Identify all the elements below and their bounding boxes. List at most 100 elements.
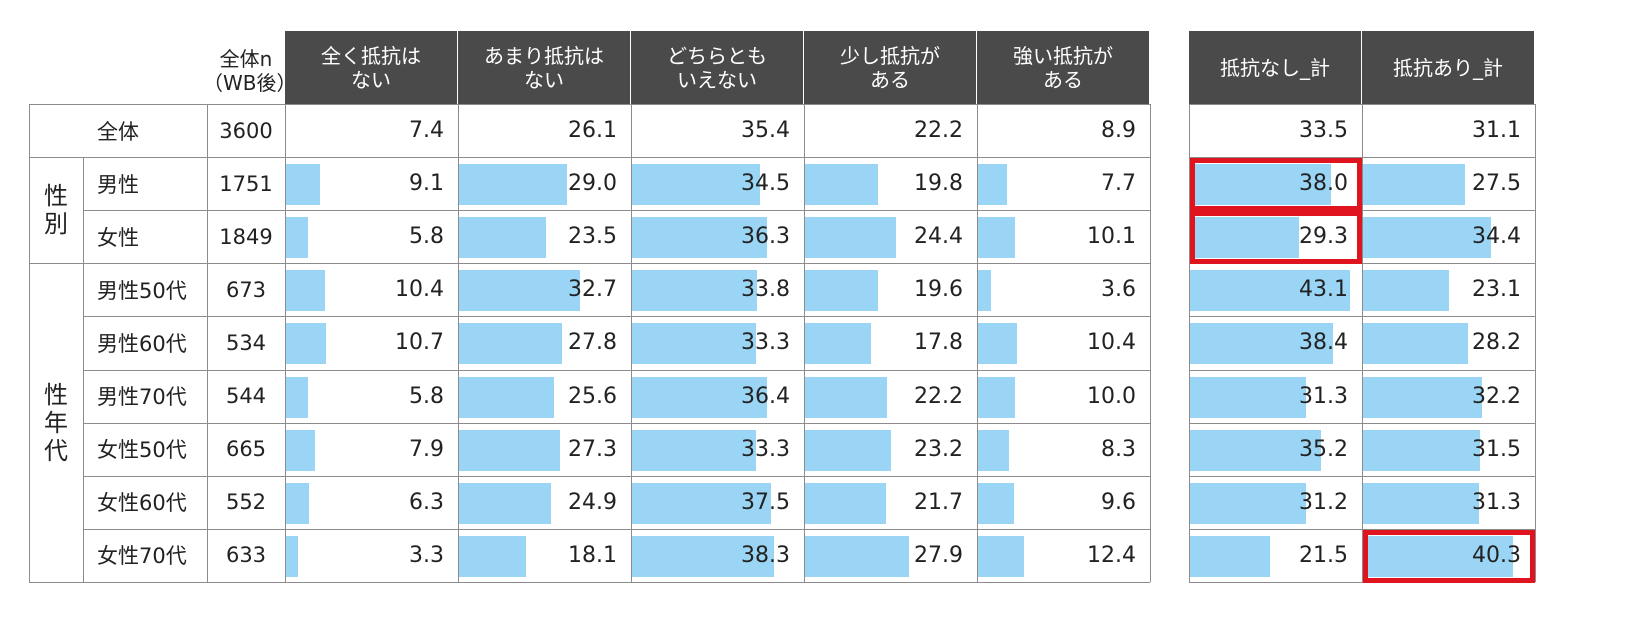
data-bar: [459, 323, 562, 365]
total-label: 29.3: [1299, 224, 1348, 250]
data-bar: [978, 535, 1024, 577]
data-label: 5.8: [409, 224, 444, 250]
data-label: 36.3: [741, 224, 790, 250]
data-bar: [978, 429, 1009, 471]
grid-line: [1189, 104, 1190, 582]
data-label: 29.0: [568, 171, 617, 197]
total-bar: [1190, 270, 1350, 312]
grid-line: [83, 157, 84, 582]
data-label: 7.7: [1101, 171, 1136, 197]
data-label: 12.4: [1087, 542, 1136, 568]
grid-line: [285, 104, 286, 582]
total-column-header: 抵抗あり_計: [1362, 31, 1535, 104]
data-bar: [978, 217, 1015, 259]
total-label: 31.3: [1299, 383, 1348, 409]
total-bar: [1190, 217, 1299, 259]
data-bar: [632, 217, 767, 259]
grid-line: [1535, 104, 1536, 582]
data-label: 5.8: [409, 383, 444, 409]
row-n: 1849: [219, 224, 273, 249]
data-label: 19.8: [914, 171, 963, 197]
row-n: 552: [225, 490, 267, 515]
data-label: 24.4: [914, 224, 963, 250]
data-label: 33.8: [741, 277, 790, 303]
data-bar: [805, 270, 878, 312]
total-label: 38.4: [1299, 330, 1348, 356]
data-bar: [805, 376, 887, 418]
grid-line: [83, 370, 1150, 371]
data-label: 3.3: [409, 542, 444, 568]
data-label: 10.4: [395, 277, 444, 303]
data-bar: [978, 164, 1007, 206]
data-label: 21.7: [914, 489, 963, 515]
data-label: 27.8: [568, 330, 617, 356]
total-bar: [1363, 535, 1513, 577]
data-bar: [632, 429, 756, 471]
row-label: 男性60代: [97, 331, 187, 356]
total-bar: [1363, 164, 1465, 206]
total-bar: [1190, 429, 1321, 471]
data-label: 25.6: [568, 383, 617, 409]
row-label: 全体: [97, 119, 139, 144]
data-bar: [978, 323, 1017, 365]
data-label: 23.2: [914, 436, 963, 462]
data-bar: [978, 376, 1015, 418]
grid-line: [804, 104, 805, 582]
row-label: 女性70代: [97, 544, 187, 569]
total-label: 31.2: [1299, 489, 1348, 515]
total-bar: [1190, 323, 1333, 365]
data-bar: [632, 535, 774, 577]
n-header: 全体n （WB後）: [203, 46, 297, 95]
total-label: 31.1: [1472, 118, 1521, 144]
total-label: 23.1: [1472, 277, 1521, 303]
data-label: 8.3: [1101, 436, 1136, 462]
column-header: あまり抵抗は ない: [458, 31, 631, 104]
data-bar: [978, 270, 991, 312]
row-n: 534: [225, 330, 267, 355]
total-label: 27.5: [1472, 171, 1521, 197]
total-bar: [1190, 535, 1270, 577]
data-label: 36.4: [741, 383, 790, 409]
data-bar: [805, 217, 896, 259]
data-bar: [286, 323, 326, 365]
data-bar: [286, 270, 325, 312]
total-bar: [1190, 164, 1331, 206]
data-bar: [459, 429, 560, 471]
grid-line: [1362, 104, 1363, 582]
data-bar: [805, 535, 909, 577]
total-label: 21.5: [1299, 542, 1348, 568]
total-bar: [1363, 217, 1491, 259]
grid-line: [29, 157, 1150, 158]
data-bar: [805, 429, 891, 471]
data-label: 7.4: [409, 118, 444, 144]
data-label: 19.6: [914, 277, 963, 303]
total-bar: [1363, 429, 1480, 471]
data-label: 27.9: [914, 542, 963, 568]
grid-line: [83, 423, 1150, 424]
grid-line: [207, 104, 208, 582]
total-bar: [1363, 270, 1449, 312]
grid-line: [458, 104, 459, 582]
data-label: 8.9: [1101, 118, 1136, 144]
data-bar: [805, 164, 878, 206]
row-label: 女性: [97, 225, 139, 250]
grid-line: [83, 316, 1150, 317]
data-bar: [459, 482, 551, 524]
group-label: 性 年 代: [44, 380, 68, 465]
data-label: 7.9: [409, 436, 444, 462]
row-n: 633: [225, 543, 267, 568]
column-header: 全く抵抗は ない: [285, 31, 458, 104]
data-bar: [805, 323, 871, 365]
total-label: 32.2: [1472, 383, 1521, 409]
data-label: 23.5: [568, 224, 617, 250]
total-label: 43.1: [1299, 277, 1348, 303]
data-bar: [459, 164, 567, 206]
data-bar: [286, 217, 308, 259]
grid-line: [83, 476, 1150, 477]
data-label: 17.8: [914, 330, 963, 356]
data-label: 26.1: [568, 118, 617, 144]
data-label: 34.5: [741, 171, 790, 197]
data-bar: [286, 164, 320, 206]
data-bar: [459, 217, 546, 259]
row-label: 女性50代: [97, 438, 187, 463]
